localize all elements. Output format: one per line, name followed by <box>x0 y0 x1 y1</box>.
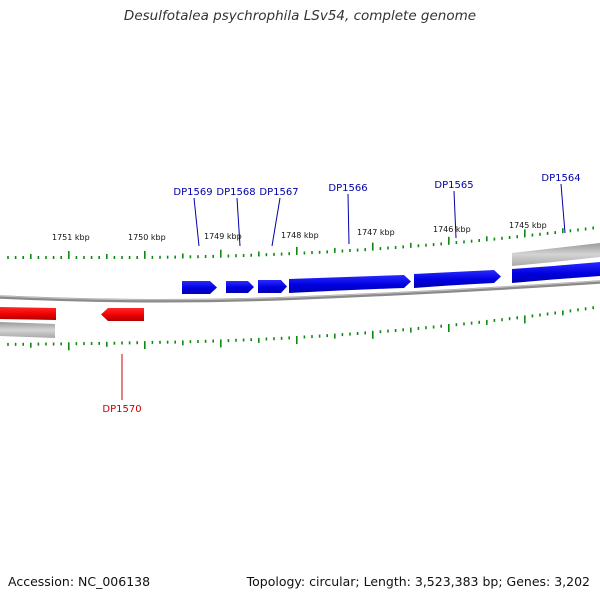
map-title: Desulfotalea psychrophila LSv54, complet… <box>123 8 477 24</box>
label-DP1568: DP1568 <box>216 187 255 198</box>
genome-backbone <box>0 280 600 303</box>
leader-DP1565 <box>453 190 457 239</box>
gene-DP1569[interactable] <box>182 281 217 294</box>
forward-genes <box>182 262 600 294</box>
gene-DP1570[interactable] <box>101 308 144 321</box>
gene-DP1568[interactable] <box>226 281 254 293</box>
leader-DP1569 <box>193 197 200 247</box>
scale-label-1747: 1747 kbp <box>357 228 395 237</box>
gene-DP1567[interactable] <box>258 280 287 293</box>
genome-summary-text: Topology: circular; Length: 3,523,383 bp… <box>246 574 590 589</box>
label-leaders <box>121 183 566 400</box>
label-DP1566: DP1566 <box>328 183 367 194</box>
scale-ticks-outer <box>7 226 595 259</box>
genome-backbone-highlight <box>0 280 600 301</box>
label-DP1564: DP1564 <box>541 173 580 184</box>
leader-DP1566 <box>347 193 350 245</box>
accession-text: Accession: NC_006138 <box>8 574 151 589</box>
label-DP1570: DP1570 <box>102 404 141 415</box>
gene-DP1566[interactable] <box>289 275 411 293</box>
scale-label-1745: 1745 kbp <box>509 221 547 230</box>
gene-DP1565[interactable] <box>414 270 501 288</box>
leader-DP1567 <box>271 197 281 247</box>
label-DP1565: DP1565 <box>434 180 473 191</box>
gene-partial-reverse-left <box>0 307 56 320</box>
scale-label-1751: 1751 kbp <box>52 233 90 242</box>
gene-DP1564[interactable] <box>512 262 600 283</box>
scale-label-1748: 1748 kbp <box>281 231 319 240</box>
label-DP1569: DP1569 <box>173 187 212 198</box>
label-DP1567: DP1567 <box>259 187 298 198</box>
scale-labels: 1751 kbp 1750 kbp 1749 kbp 1748 kbp 1747… <box>52 221 547 242</box>
scale-ticks-inner <box>7 306 595 351</box>
gene-labels: DP1569 DP1568 DP1567 DP1566 DP1565 DP156… <box>102 173 580 415</box>
scale-label-1749: 1749 kbp <box>204 232 242 241</box>
partial-feature-left <box>0 322 55 338</box>
scale-label-1750: 1750 kbp <box>128 233 166 242</box>
leader-DP1568 <box>236 197 241 247</box>
reverse-genes <box>0 307 144 321</box>
partial-feature-right <box>512 243 600 266</box>
scale-label-1746: 1746 kbp <box>433 225 471 234</box>
leader-DP1564 <box>560 183 566 234</box>
